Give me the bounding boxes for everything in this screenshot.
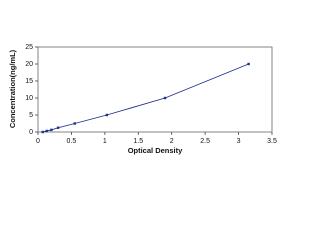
- data-point: [50, 128, 53, 132]
- y-tick-label: 15: [25, 78, 33, 85]
- plot-frame: [37, 46, 273, 133]
- x-tick-label: 3.5: [267, 138, 277, 145]
- page: Optical Density Concentration(ng/mL) 0 5 1…: [7, 43, 277, 155]
- data-point: [56, 126, 60, 129]
- curve: [42, 63, 249, 133]
- data-point: [73, 122, 76, 125]
- x-axis-title: Optical Density: [128, 146, 183, 155]
- x-tick-label: 2: [170, 138, 174, 145]
- y-tick-label: 10: [25, 95, 33, 102]
- x-tick-label: 1.5: [133, 138, 143, 145]
- data-point: [105, 113, 109, 117]
- y-axis-title: Concentration(ng/mL): [8, 49, 17, 128]
- data-point: [45, 129, 48, 133]
- y-tick-label: 5: [29, 112, 33, 119]
- x-tick-label: 0: [36, 138, 40, 145]
- data-point: [163, 96, 167, 100]
- x-tick-label: 0.5: [67, 138, 77, 145]
- chart: Optical Density Concentration(ng/mL) 0 5 1…: [8, 44, 277, 155]
- data-point: [247, 62, 250, 66]
- data-point: [41, 130, 44, 134]
- y-tick-label: 25: [25, 44, 33, 51]
- x-tick-label: 1: [103, 138, 107, 145]
- y-tick-label: 20: [25, 61, 33, 68]
- x-tick-label: 2.5: [200, 138, 210, 145]
- x-tick-label: 3: [237, 138, 241, 145]
- y-tick-label: 0: [29, 129, 33, 136]
